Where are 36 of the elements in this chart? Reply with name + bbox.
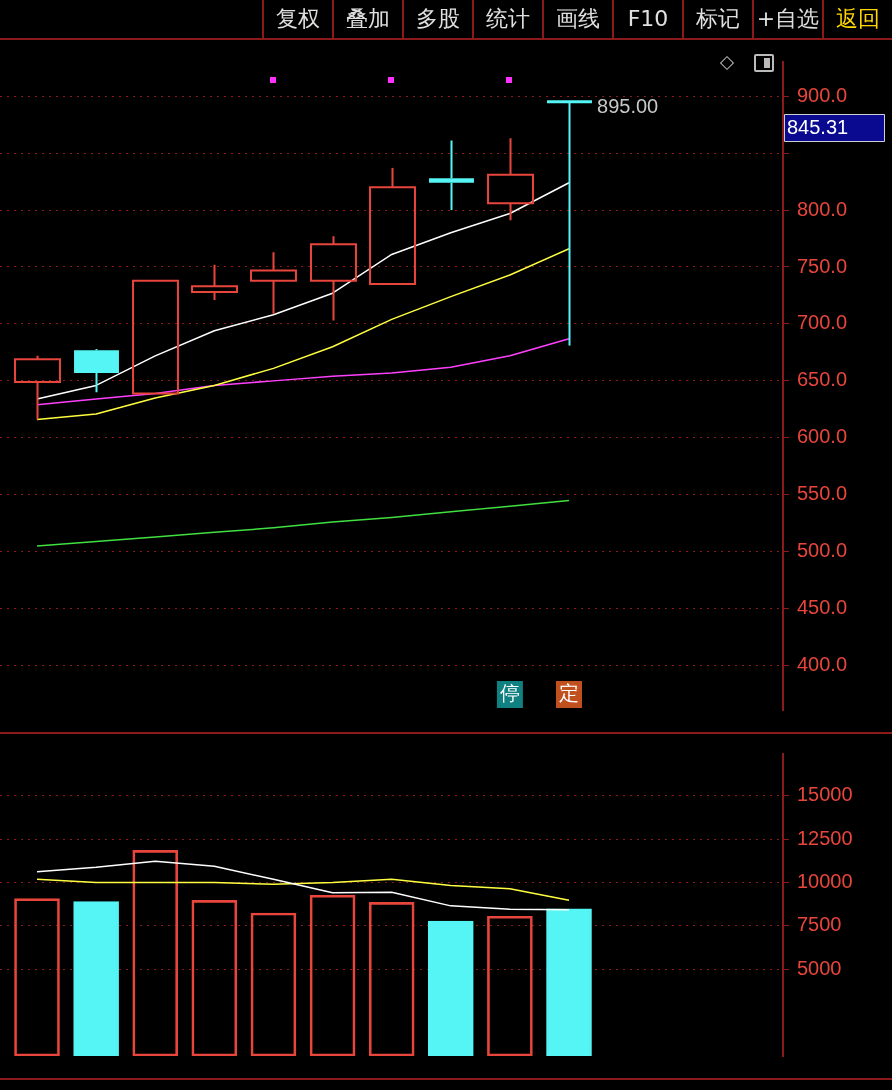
y-tick-label: 7500 bbox=[797, 913, 842, 936]
candlestick bbox=[487, 137, 534, 222]
y-tick-label: 15000 bbox=[797, 783, 853, 806]
y-tick-label: 400.0 bbox=[797, 653, 848, 676]
y-tick-label: 10000 bbox=[797, 869, 853, 892]
text: F10 bbox=[612, 0, 682, 38]
candlestick bbox=[250, 251, 297, 315]
text: 画线 bbox=[542, 0, 612, 38]
text: 复权 bbox=[262, 0, 332, 38]
candlestick bbox=[547, 100, 592, 347]
text: 返回 bbox=[822, 0, 892, 38]
text: 叠加 bbox=[332, 0, 402, 38]
candlestick bbox=[14, 354, 61, 421]
text: +自选 bbox=[752, 0, 822, 38]
candlestick bbox=[429, 139, 474, 212]
annotation: 定 bbox=[559, 681, 580, 706]
candlestick bbox=[369, 166, 416, 286]
y-tick-label: 5000 bbox=[797, 956, 842, 979]
y-tick-label: 450.0 bbox=[797, 596, 848, 619]
y-tick-label: 750.0 bbox=[797, 254, 848, 277]
y-tick-label: 700.0 bbox=[797, 311, 848, 334]
y-tick-label: 650.0 bbox=[797, 368, 848, 391]
text: 标记 bbox=[682, 0, 752, 38]
candlestick bbox=[310, 235, 357, 322]
text: 多股 bbox=[402, 0, 472, 38]
y-tick-label: 600.0 bbox=[797, 425, 848, 448]
y-tick-label: 500.0 bbox=[797, 539, 848, 562]
annotation: 停 bbox=[499, 681, 520, 706]
annotation: 895.00 bbox=[597, 95, 659, 118]
y-tick-label: 800.0 bbox=[797, 197, 848, 220]
text: 统计 bbox=[472, 0, 542, 38]
candlestick bbox=[191, 263, 238, 302]
y-tick-label: 900.0 bbox=[797, 83, 848, 106]
y-tick-label: 550.0 bbox=[797, 482, 848, 505]
y-tick-label: 12500 bbox=[797, 826, 853, 849]
text: 845.31 bbox=[787, 115, 849, 138]
